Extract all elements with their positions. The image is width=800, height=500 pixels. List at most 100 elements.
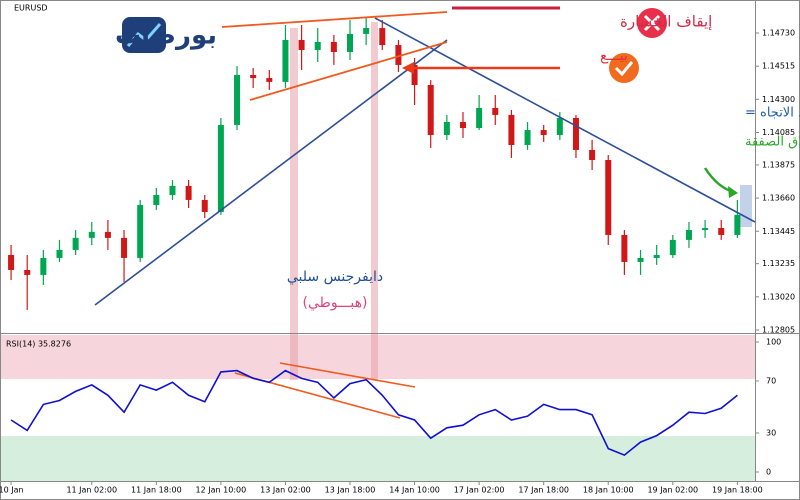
candle-body xyxy=(556,118,563,135)
candle-body xyxy=(266,78,273,82)
y-tick-label: 1.14515 xyxy=(762,62,795,71)
annotation: إغـــلاق الصفقة xyxy=(745,135,800,150)
candle-body xyxy=(572,118,579,150)
candle-body xyxy=(637,257,644,262)
candle-body xyxy=(459,122,466,129)
channel-line xyxy=(249,41,448,101)
channel-line xyxy=(221,11,448,28)
x-tick-label: 17 Jan 02:00 xyxy=(454,486,505,495)
x-tick-label: 11 Jan 18:00 xyxy=(131,486,182,495)
annotation: إيقاف الخسارة xyxy=(620,13,712,31)
candle-body xyxy=(621,234,628,262)
trend-line xyxy=(374,17,756,223)
divergence-band xyxy=(371,22,378,380)
rsi-tick-label: 30 xyxy=(766,429,776,438)
candle-body xyxy=(347,33,354,52)
candle-body xyxy=(40,257,47,275)
x-tick-label: 19 Jan 02:00 xyxy=(647,486,698,495)
y-tick-label: 1.14085 xyxy=(762,128,795,137)
sell-icon xyxy=(609,53,639,83)
rsi-divergence-line xyxy=(279,362,416,388)
symbol: EURUSD xyxy=(14,4,48,13)
candle-body xyxy=(298,39,305,50)
candle-body xyxy=(330,41,337,52)
y-tick-label: 1.13875 xyxy=(762,160,795,169)
candle-body xyxy=(8,255,15,270)
candle-body xyxy=(24,269,31,275)
logo-text: بورصات xyxy=(115,21,217,51)
candle-body xyxy=(56,249,63,258)
candle-body xyxy=(217,124,224,212)
candle-body xyxy=(250,74,257,79)
candle-body xyxy=(363,28,370,34)
close-arrow-head xyxy=(728,186,738,198)
candle-body xyxy=(314,41,321,50)
candle-body xyxy=(282,39,289,82)
y-tick-label: 1.13020 xyxy=(762,292,795,301)
candle-body xyxy=(121,237,128,258)
candle-body xyxy=(185,185,192,200)
annotation: دايفرجنس سلبي xyxy=(287,269,383,285)
sell-arrow xyxy=(402,62,414,74)
candle-body xyxy=(508,114,515,146)
candle-body xyxy=(685,230,692,240)
x-tick-label: 11 Jan 02:00 xyxy=(66,486,117,495)
candle-body xyxy=(234,74,241,125)
candle-body xyxy=(540,130,547,135)
annotation: (هبـــوطي) xyxy=(303,295,368,311)
breakout-highlight xyxy=(740,185,752,227)
candle-body xyxy=(395,45,402,65)
y-tick-label: 1.14730 xyxy=(762,29,795,38)
candle-body xyxy=(476,107,483,129)
logo-icon xyxy=(122,17,166,53)
y-tick-label: 1.14300 xyxy=(762,95,795,104)
x-tick-label: 12 Jan 10:00 xyxy=(196,486,247,495)
x-tick-label: 17 Jan 18:00 xyxy=(518,486,569,495)
y-tick-label: 1.13235 xyxy=(762,259,795,268)
candle-body xyxy=(169,185,176,196)
candle-body xyxy=(88,231,95,238)
candle-body xyxy=(718,228,725,235)
candle-body xyxy=(137,205,144,258)
divergence-band xyxy=(290,28,298,380)
x-tick-label: 14 Jan 10:00 xyxy=(389,486,440,495)
oversold-zone xyxy=(0,436,755,481)
candle-body xyxy=(201,199,208,212)
candle-body xyxy=(734,214,741,235)
stop-icon-x xyxy=(643,14,661,32)
candle-body xyxy=(443,122,450,135)
annotation: كســر خط الاتجاه = xyxy=(745,106,800,121)
candle-body xyxy=(492,107,499,115)
candle-body xyxy=(605,159,612,235)
x-tick-label: 13 Jan 18:00 xyxy=(325,486,376,495)
x-tick-label: 13 Jan 02:00 xyxy=(260,486,311,495)
rsi-line xyxy=(10,369,738,457)
candle-body xyxy=(524,130,531,146)
y-tick-label: 1.12805 xyxy=(762,325,795,334)
logo-icon-mark xyxy=(126,23,162,47)
candles xyxy=(8,18,741,310)
sell-icon-check xyxy=(614,61,634,77)
candle-body xyxy=(653,255,660,258)
x-tick-label: 18 Jan 10:00 xyxy=(583,486,634,495)
rsi-tick-label: 70 xyxy=(766,377,776,386)
y-tick-label: 1.13660 xyxy=(762,194,795,203)
x-tick-label: 10 Jan xyxy=(0,486,24,495)
rsi-title: RSI(14) 35.8276 xyxy=(6,340,71,349)
candle-body xyxy=(72,237,79,250)
candle-body xyxy=(427,85,434,135)
candle-body xyxy=(379,28,386,46)
candle-body xyxy=(153,195,160,206)
candle-body xyxy=(411,64,418,86)
candle-body xyxy=(669,239,676,256)
rsi-tick-label: 100 xyxy=(766,338,781,347)
candle-body xyxy=(104,231,111,238)
candle-body xyxy=(702,228,709,231)
y-tick-label: 1.13445 xyxy=(762,227,795,236)
x-tick-label: 19 Jan 18:00 xyxy=(712,486,763,495)
candle-body xyxy=(589,149,596,160)
trend-line xyxy=(94,39,448,306)
